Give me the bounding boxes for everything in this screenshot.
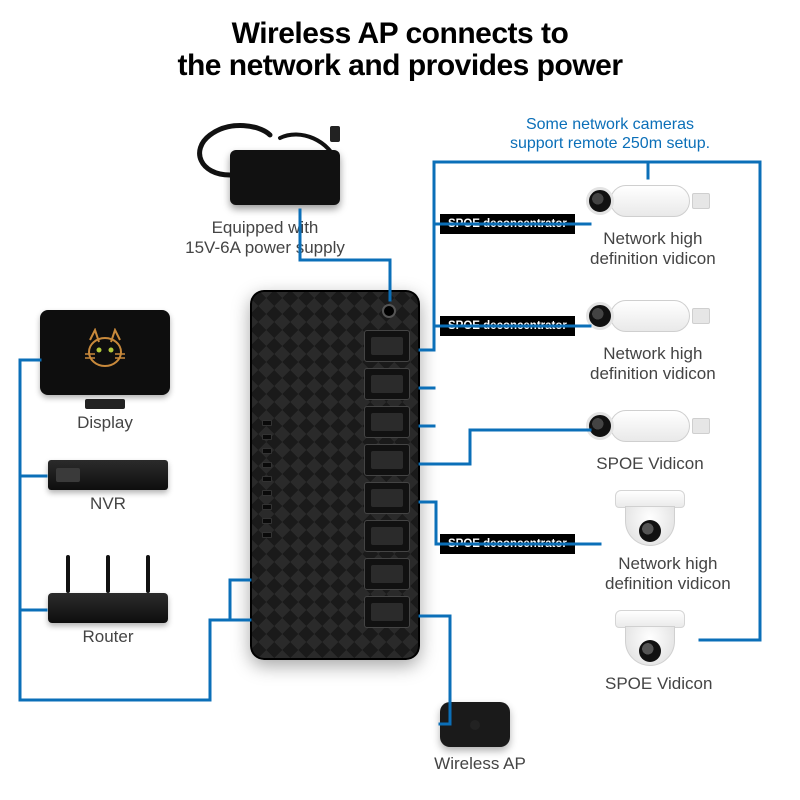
switch-port (364, 558, 410, 590)
nvr-device: NVR (48, 460, 168, 514)
title-line1: Wireless AP connects to (232, 17, 569, 50)
dome-camera-2: SPOE Vidicon (605, 610, 712, 694)
dome-camera-1: Network high definition vidicon (605, 490, 731, 594)
switch-port (364, 330, 410, 362)
cam4-label: Network high definition vidicon (605, 554, 731, 594)
dc-jack-icon (382, 304, 396, 318)
spoe-tag-2: SPOE deconcentrator (440, 316, 575, 336)
monitor-icon (40, 310, 170, 395)
note-line2: support remote 250m setup. (510, 135, 710, 152)
bullet-camera-1: Network high definition vidicon (590, 175, 716, 269)
router-device: Router (48, 555, 168, 647)
switch-port (364, 444, 410, 476)
page-title: Wireless AP connects to the network and … (0, 18, 800, 81)
cam3-label: SPOE Vidicon (590, 454, 710, 474)
nvr-label: NVR (48, 494, 168, 514)
switch-leds (262, 420, 280, 570)
bullet-camera-icon (590, 175, 710, 225)
switch-ports (364, 330, 410, 628)
power-supply (180, 120, 340, 210)
display-device: Display (40, 310, 170, 433)
bullet-camera-3: SPOE Vidicon (590, 400, 710, 474)
switch-port (364, 406, 410, 438)
bullet-camera-icon (590, 290, 710, 340)
bullet-camera-2: Network high definition vidicon (590, 290, 716, 384)
router-label: Router (48, 627, 168, 647)
switch-port (364, 482, 410, 514)
bullet-camera-icon (590, 400, 710, 450)
psu-caption-l1: Equipped with (212, 218, 319, 237)
dome-camera-icon (605, 490, 695, 550)
switch-port (364, 520, 410, 552)
psu-caption: Equipped with 15V-6A power supply (155, 218, 375, 257)
cam2-label: Network high definition vidicon (590, 344, 716, 384)
title-line2: the network and provides power (177, 49, 622, 82)
note-line1: Some network cameras (526, 116, 694, 133)
dome-camera-icon (605, 610, 695, 670)
psu-caption-l2: 15V-6A power supply (185, 238, 345, 257)
wireless-ap-icon (440, 702, 510, 747)
spoe-tag-1: SPOE deconcentrator (440, 214, 575, 234)
remote-setup-note: Some network cameras support remote 250m… (490, 115, 730, 153)
switch-port (364, 368, 410, 400)
nvr-icon (48, 460, 168, 490)
switch-port (364, 596, 410, 628)
cam1-label: Network high definition vidicon (590, 229, 716, 269)
wireless-ap-label: Wireless AP (420, 754, 540, 774)
cam5-label: SPOE Vidicon (605, 674, 712, 694)
spoe-tag-3: SPOE deconcentrator (440, 534, 575, 554)
router-icon (48, 593, 168, 623)
poe-switch (250, 290, 420, 660)
display-label: Display (40, 413, 170, 433)
